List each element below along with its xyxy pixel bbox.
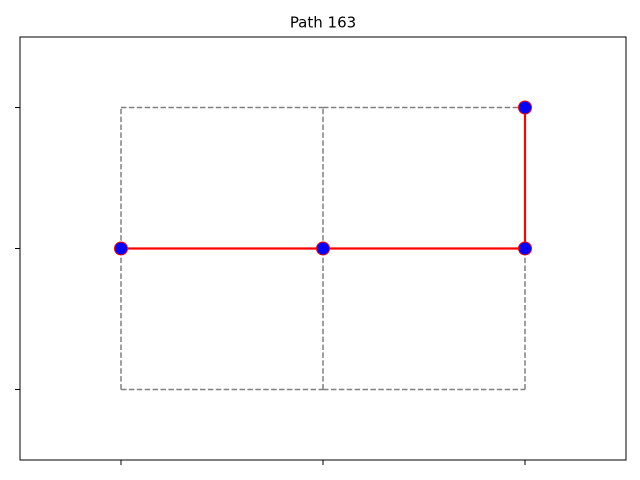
chart-title: Path 163 xyxy=(290,14,356,32)
path-line xyxy=(121,107,527,250)
path-node xyxy=(114,241,128,256)
path-node xyxy=(316,241,330,256)
path-node xyxy=(518,241,532,256)
axes-frame xyxy=(19,36,627,461)
path-node xyxy=(518,100,532,115)
